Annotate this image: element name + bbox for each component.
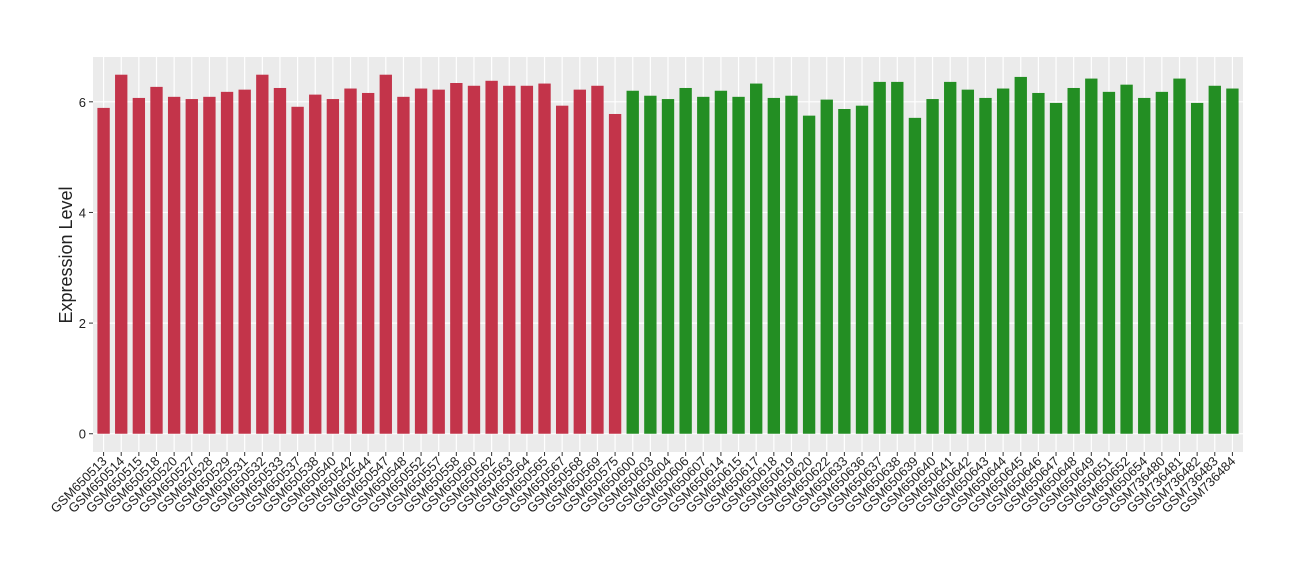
- bar: [361, 92, 375, 434]
- bar: [1208, 85, 1221, 434]
- bar: [203, 96, 216, 434]
- bar: [767, 97, 781, 434]
- bar: [414, 88, 428, 434]
- bar: [644, 95, 657, 434]
- bar: [1173, 78, 1186, 434]
- bar: [820, 99, 833, 434]
- bar: [873, 81, 886, 434]
- bar: [485, 80, 498, 434]
- bar: [802, 115, 816, 434]
- bar: [608, 113, 622, 434]
- bar: [838, 109, 851, 434]
- bar: [1120, 84, 1133, 434]
- bar: [520, 85, 534, 434]
- bar: [679, 87, 692, 434]
- bar: [1014, 76, 1027, 434]
- bar: [291, 106, 304, 434]
- bar: [944, 81, 957, 434]
- bar: [1067, 87, 1080, 434]
- bar: [344, 88, 357, 434]
- bar: [167, 96, 181, 434]
- bar: [97, 107, 110, 434]
- bar: [891, 81, 904, 434]
- y-tick-label: 6: [79, 95, 86, 110]
- bar: [397, 96, 410, 434]
- bar: [626, 90, 639, 434]
- y-tick-label: 4: [79, 205, 86, 220]
- bar: [538, 83, 551, 434]
- bar: [1226, 88, 1239, 434]
- y-tick-label: 0: [79, 427, 86, 442]
- bar: [979, 97, 992, 434]
- bar: [503, 85, 516, 434]
- bar: [150, 86, 163, 434]
- bar: [326, 99, 340, 434]
- bar: [785, 95, 798, 434]
- bar: [908, 117, 922, 434]
- bar: [714, 90, 728, 434]
- bar: [1155, 91, 1169, 434]
- bar: [996, 88, 1010, 434]
- bar: [432, 89, 445, 434]
- bar: [926, 99, 939, 434]
- bar: [1190, 102, 1204, 434]
- bar: [185, 99, 198, 434]
- bar: [555, 105, 569, 434]
- bar: [379, 74, 392, 434]
- bar: [732, 96, 745, 434]
- bar: [1032, 92, 1045, 434]
- bar: [1102, 91, 1116, 434]
- y-axis-title: Expression Level: [56, 186, 76, 323]
- bar: [132, 97, 146, 434]
- bar: [750, 83, 763, 434]
- bar: [591, 85, 604, 434]
- bar: [961, 89, 975, 434]
- bar: [855, 105, 869, 434]
- bar: [661, 99, 675, 434]
- bar: [450, 83, 463, 434]
- y-tick-label: 2: [79, 316, 86, 331]
- bar: [573, 89, 586, 434]
- bar: [273, 87, 287, 434]
- bar: [220, 91, 234, 434]
- bar: [1049, 102, 1063, 434]
- bar: [1085, 78, 1098, 434]
- bar: [115, 74, 128, 434]
- bar: [1138, 97, 1151, 434]
- bar: [238, 89, 251, 434]
- bar: [697, 96, 710, 434]
- bar: [309, 94, 322, 434]
- bar: [467, 85, 481, 434]
- bar: [256, 74, 269, 434]
